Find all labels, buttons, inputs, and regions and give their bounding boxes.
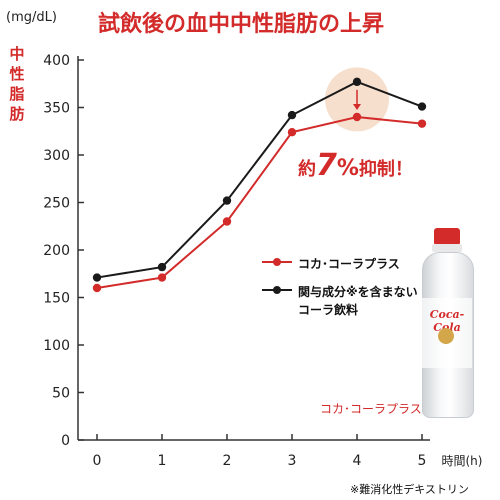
bottle-logo: Coca-Cola [429, 308, 465, 334]
y-tick-label: 100 [43, 338, 70, 354]
legend-label: コカ･コーラプラス [298, 257, 400, 271]
y-tick-label: 250 [43, 196, 70, 212]
y-tick-label: 150 [43, 291, 70, 307]
y-axis-label-char: 肪 [9, 105, 25, 123]
x-tick-label: 2 [223, 453, 232, 469]
data-point [92, 283, 102, 293]
legend-swatch [262, 255, 292, 269]
legend-label: コーラ飲料 [298, 303, 359, 317]
data-point [287, 128, 297, 137]
y-tick-label: 0 [61, 433, 70, 449]
x-tick-label: 3 [288, 453, 297, 469]
y-axis-label-char: 性 [9, 65, 25, 83]
callout-percent: % [336, 156, 359, 181]
reduction-arrow-head [353, 104, 361, 110]
y-tick-label: 50 [52, 386, 70, 402]
x-tick-label: 1 [158, 453, 167, 469]
y-axis-label-char: 脂 [9, 85, 25, 103]
y-axis-label-char: 中 [9, 45, 25, 63]
data-point [417, 119, 427, 128]
x-tick-label: 0 [93, 453, 102, 469]
callout-prefix: 約 [298, 159, 316, 180]
bottle-image: Coca-Cola [420, 228, 474, 418]
data-point [157, 273, 167, 282]
footnote: ※難消化性デキストリン [350, 483, 469, 496]
bottle-caption: コカ･コーラプラス [320, 402, 422, 416]
y-tick-label: 350 [43, 101, 70, 117]
y-tick-label: 300 [43, 148, 70, 164]
bottle-cap [434, 228, 460, 244]
y-tick-label: 400 [43, 53, 70, 69]
y-tick-label: 200 [43, 243, 70, 259]
data-point [222, 196, 232, 205]
legend-label: 関与成分※を含まない [298, 285, 418, 299]
x-tick-label: 4 [353, 453, 362, 469]
callout-number: 7 [316, 148, 337, 183]
legend-entry-coca-cola-plus: コカ･コーラプラス [262, 255, 418, 273]
y-axis-unit: (mg/dL) [6, 10, 57, 25]
x-axis-label: 時間(h) [442, 454, 483, 468]
chart-title: 試飲後の血中中性脂肪の上昇 [98, 12, 385, 37]
data-point [157, 262, 167, 272]
data-point [92, 273, 102, 282]
series-line [96, 80, 423, 279]
data-point [352, 77, 362, 87]
data-point [222, 217, 232, 226]
legend: コカ･コーラプラス 関与成分※を含まない コーラ飲料 [262, 255, 418, 329]
data-point [352, 112, 362, 122]
legend-swatch [262, 283, 292, 297]
bottle-seal-icon [438, 328, 454, 344]
callout-suffix: 抑制！ [358, 159, 413, 180]
data-point [417, 102, 427, 111]
reduction-callout: 約7%抑制！ [298, 148, 413, 183]
data-point [287, 110, 297, 120]
series-line [96, 115, 423, 289]
x-tick-label: 5 [418, 453, 427, 469]
y-axis-label: 中 性 脂 肪 [8, 44, 26, 124]
legend-entry-control-cola: 関与成分※を含まない コーラ飲料 [262, 283, 418, 319]
